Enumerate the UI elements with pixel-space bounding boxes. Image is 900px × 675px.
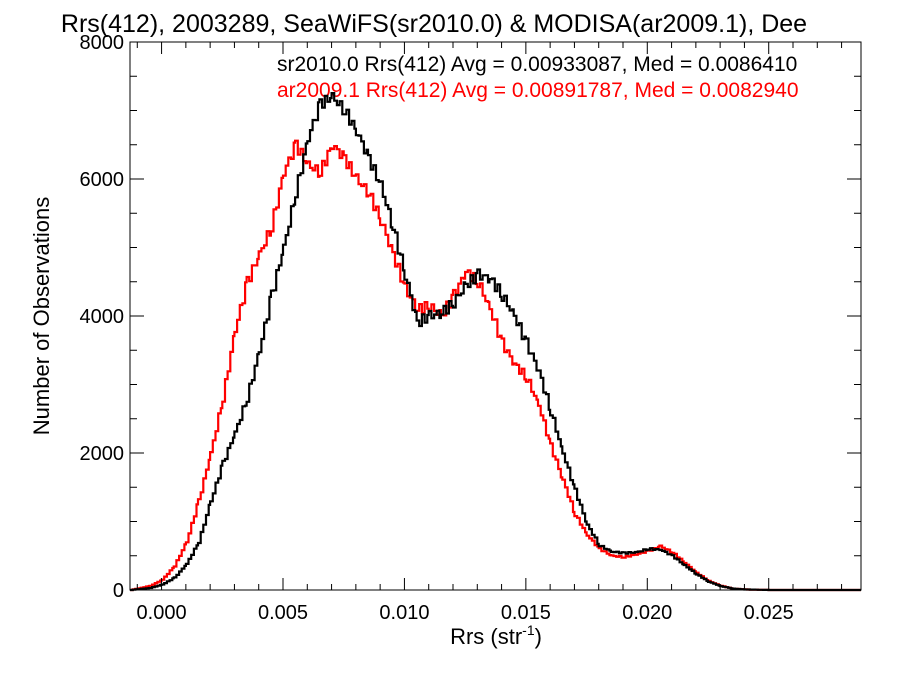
legend-entry-ar2009: ar2009.1 Rrs(412) Avg = 0.00891787, Med … [277,79,799,102]
y-tick-label: 6000 [80,169,125,191]
x-axis-label: Rrs (str-1) [450,622,542,649]
y-tick-label: 2000 [80,443,125,465]
legend-entry-sr2010: sr2010.0 Rrs(412) Avg = 0.00933087, Med … [277,53,797,76]
y-tick-label: 0 [113,580,124,602]
y-axis-label: Number of Observations [29,197,54,435]
series-line-ar2009-1 [130,139,861,592]
y-tick-label: 8000 [80,32,125,54]
x-tick-label: 0.015 [501,602,551,624]
series-layer [130,92,861,592]
plot-frame [129,41,862,591]
x-axis-label-main: Rrs (str [450,624,522,649]
x-tick-label: 0.000 [137,602,187,624]
x-axis-label-sup: -1 [522,622,535,638]
axis-ticks: 0.000 0.005 0.010 0.015 0.020 0.025 0 2000 4000 6… [80,32,861,624]
x-tick-label: 0.010 [379,602,429,624]
x-axis-label-end: ) [535,624,542,649]
series-line-sr2010-0 [130,92,861,592]
y-tick-label: 4000 [80,306,125,328]
x-tick-label: 0.025 [744,602,794,624]
x-tick-label: 0.005 [258,602,308,624]
legend: sr2010.0 Rrs(412) Avg = 0.00933087, Med … [277,53,799,102]
x-tick-label: 0.020 [622,602,672,624]
chart-title: Rrs(412), 2003289, SeaWiFS(sr2010.0) & M… [61,10,807,38]
